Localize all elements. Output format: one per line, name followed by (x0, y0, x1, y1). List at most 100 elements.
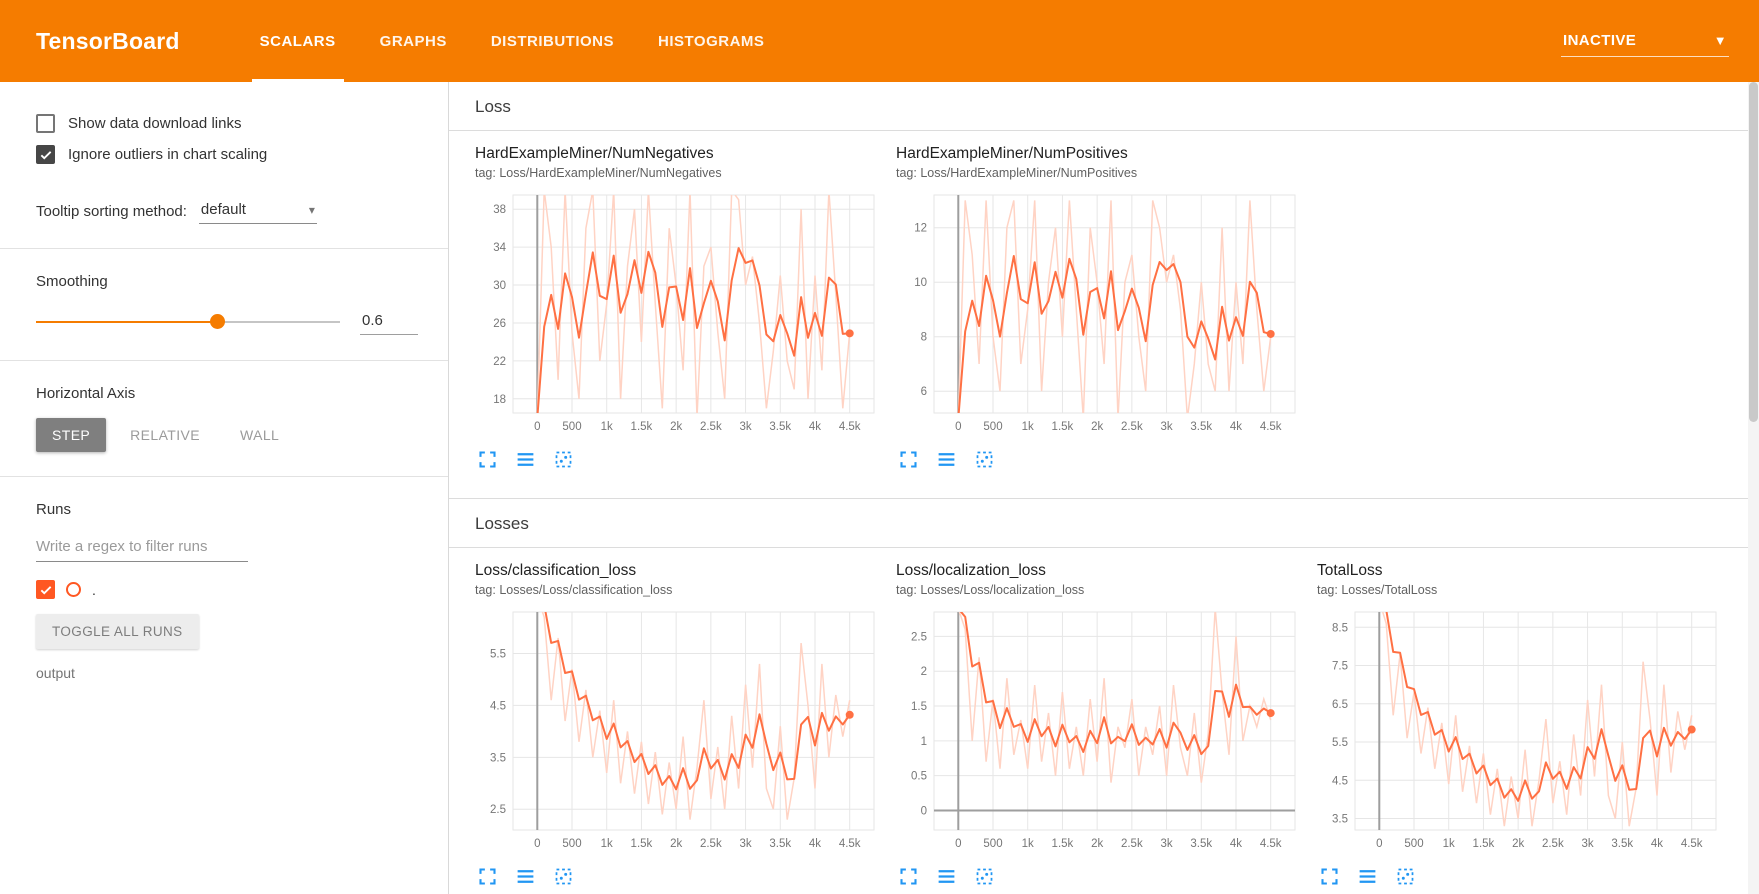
tab-scalars[interactable]: SCALARS (238, 0, 358, 82)
smoothing-value-input[interactable]: 0.6 (360, 309, 418, 335)
svg-text:500: 500 (983, 838, 1002, 850)
chart-title: HardExampleMiner/NumPositives (896, 145, 1128, 162)
ignore-outliers-checkbox[interactable]: Ignore outliers in chart scaling (36, 139, 418, 170)
svg-text:3k: 3k (739, 421, 751, 433)
runs-label: Runs (36, 501, 72, 518)
svg-text:1k: 1k (1022, 838, 1034, 850)
smoothing-slider-knob[interactable] (210, 314, 226, 329)
svg-text:3.5k: 3.5k (769, 838, 791, 850)
expand-chart-icon[interactable] (477, 866, 498, 887)
svg-text:4.5k: 4.5k (839, 838, 861, 850)
chart-card: TotalLoss tag: Losses/TotalLoss 3.5 4.5 5.… (1317, 562, 1722, 887)
toggle-all-runs-button[interactable]: TOGGLE ALL RUNS (36, 614, 199, 649)
svg-text:0: 0 (534, 421, 540, 433)
axis-scale-icon[interactable] (1357, 866, 1378, 887)
scalar-line-chart[interactable]: 18 22 26 30 34 38 0 500 1k 1.5k 2k 2.5k 3k 3.5k 4k 4.5k (475, 189, 880, 441)
svg-text:5.5: 5.5 (1332, 737, 1348, 749)
svg-text:1.5k: 1.5k (1052, 421, 1074, 433)
main-scrollbar[interactable] (1748, 82, 1759, 894)
app-logo: TensorBoard (36, 27, 180, 54)
svg-text:2k: 2k (670, 838, 682, 850)
scalar-line-chart[interactable]: 2.5 3.5 4.5 5.5 0 500 1k 1.5k 2k 2.5k 3k 3.5k 4k 4.5k (475, 606, 880, 858)
fit-domain-icon[interactable] (1395, 866, 1416, 887)
run-group-label: output (36, 665, 75, 681)
chart-card: Loss/classification_loss tag: Losses/Los… (475, 562, 880, 887)
tab-graphs[interactable]: GRAPHS (379, 32, 447, 50)
section-header[interactable]: Losses (449, 498, 1759, 548)
chart-toolbar (896, 449, 1301, 470)
checkbox-checked-icon (36, 145, 55, 164)
svg-text:1k: 1k (1022, 421, 1034, 433)
chart-title: TotalLoss (1317, 562, 1383, 579)
checkbox-unchecked-icon (36, 114, 55, 133)
tab-distributions[interactable]: DISTRIBUTIONS (490, 32, 615, 50)
smoothing-slider[interactable] (36, 308, 340, 336)
section-header[interactable]: Loss (449, 82, 1759, 131)
svg-text:500: 500 (562, 421, 581, 433)
svg-text:4k: 4k (809, 421, 821, 433)
chart-card: HardExampleMiner/NumNegatives tag: Loss/… (475, 145, 880, 470)
svg-text:8: 8 (921, 332, 927, 344)
run-list-item[interactable]: . (36, 580, 418, 599)
svg-text:4k: 4k (809, 838, 821, 850)
chart-toolbar (475, 449, 880, 470)
svg-text:2.5: 2.5 (911, 631, 927, 643)
run-checkbox-checked-icon[interactable] (36, 580, 55, 599)
svg-text:0: 0 (955, 421, 961, 433)
scalar-line-chart[interactable]: 0 0.5 1 1.5 2 2.5 0 500 1k 1.5k 2k 2.5k 3k 3.5k 4k 4.5k (896, 606, 1301, 858)
axis-wall-button[interactable]: WALL (240, 427, 280, 443)
axis-step-button[interactable]: STEP (36, 418, 107, 452)
charts-row: Loss/classification_loss tag: Losses/Los… (449, 548, 1759, 894)
svg-text:2.5k: 2.5k (1121, 838, 1143, 850)
fit-domain-icon[interactable] (553, 866, 574, 887)
svg-text:6.5: 6.5 (1332, 699, 1348, 711)
svg-text:0: 0 (534, 838, 540, 850)
checkmark-icon (40, 585, 51, 595)
svg-text:4.5k: 4.5k (839, 421, 861, 433)
show-download-links-checkbox[interactable]: Show data download links (36, 108, 418, 139)
svg-text:4.5: 4.5 (490, 700, 506, 712)
svg-text:0: 0 (1376, 838, 1382, 850)
axis-scale-icon[interactable] (515, 449, 536, 470)
svg-text:4k: 4k (1651, 838, 1663, 850)
fit-domain-icon[interactable] (553, 449, 574, 470)
svg-text:500: 500 (1404, 838, 1423, 850)
svg-text:2.5k: 2.5k (700, 421, 722, 433)
svg-text:500: 500 (983, 421, 1002, 433)
tooltip-sorting-label: Tooltip sorting method: (36, 202, 187, 220)
fit-domain-icon[interactable] (974, 866, 995, 887)
tooltip-sorting-dropdown[interactable]: default ▾ (198, 198, 317, 224)
settings-sidebar: Show data download links Ignore outliers… (0, 82, 449, 894)
svg-text:8.5: 8.5 (1332, 622, 1348, 634)
expand-chart-icon[interactable] (898, 866, 919, 887)
svg-text:2.5k: 2.5k (700, 838, 722, 850)
run-status-dropdown[interactable]: INACTIVE ▼ (1561, 26, 1729, 57)
scalar-line-chart[interactable]: 3.5 4.5 5.5 6.5 7.5 8.5 0 500 1k 1.5k 2k 2.5k 3k 3.5k… (1317, 606, 1722, 858)
expand-chart-icon[interactable] (1319, 866, 1340, 887)
scrollbar-thumb[interactable] (1749, 82, 1758, 422)
axis-scale-icon[interactable] (936, 449, 957, 470)
svg-text:26: 26 (493, 318, 506, 330)
tooltip-sorting-value: default (200, 201, 246, 218)
svg-text:3.5k: 3.5k (1190, 421, 1212, 433)
svg-text:7.5: 7.5 (1332, 661, 1348, 673)
smoothing-label: Smoothing (36, 273, 108, 290)
svg-text:4.5: 4.5 (1332, 775, 1348, 787)
svg-text:12: 12 (914, 223, 927, 235)
svg-text:3.5k: 3.5k (1190, 838, 1212, 850)
expand-chart-icon[interactable] (477, 449, 498, 470)
axis-scale-icon[interactable] (515, 866, 536, 887)
svg-text:1k: 1k (1443, 838, 1455, 850)
expand-chart-icon[interactable] (898, 449, 919, 470)
svg-text:500: 500 (562, 838, 581, 850)
svg-text:2k: 2k (1091, 421, 1103, 433)
axis-scale-icon[interactable] (936, 866, 957, 887)
fit-domain-icon[interactable] (974, 449, 995, 470)
tab-histograms[interactable]: HISTOGRAMS (658, 32, 765, 50)
svg-text:1.5k: 1.5k (631, 838, 653, 850)
scalar-line-chart[interactable]: 6 8 10 12 0 500 1k 1.5k 2k 2.5k 3k 3.5k 4k 4.5k (896, 189, 1301, 441)
axis-relative-button[interactable]: RELATIVE (130, 427, 201, 443)
scalars-dashboard: Loss HardExampleMiner/NumNegatives tag: … (449, 82, 1759, 894)
runs-filter-input[interactable] (36, 534, 248, 562)
